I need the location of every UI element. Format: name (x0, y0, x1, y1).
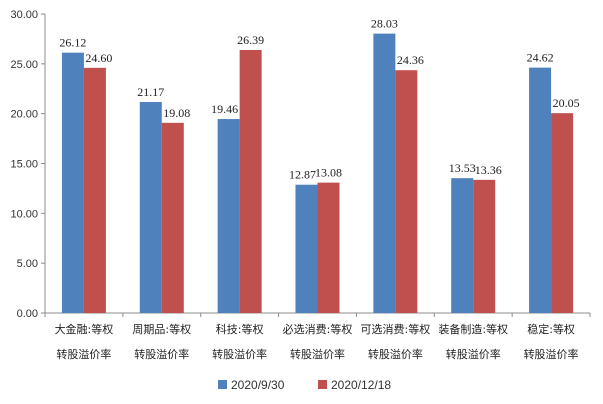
legend-swatch (318, 380, 327, 389)
bar-2020-12-18 (161, 122, 184, 313)
data-label: 28.03 (371, 17, 398, 31)
data-label: 19.46 (211, 102, 238, 116)
bar-2020-9-30 (295, 184, 318, 313)
axis-layer: 0.00 5.00 10.00 15.00 20.00 25.00 30.00 (10, 9, 591, 320)
category-label: 转股溢价率 (290, 347, 345, 361)
bars-layer (61, 33, 574, 314)
y-tick-label: 10.00 (10, 208, 38, 220)
category-label: 周期品:等权 (132, 322, 191, 336)
bar-2020-12-18 (239, 49, 262, 313)
category-label: 科技:等权 (216, 322, 264, 336)
data-label: 12.87 (289, 168, 316, 182)
data-label: 24.60 (85, 51, 112, 65)
y-tick-label: 25.00 (10, 59, 38, 71)
bar-2020-12-18 (83, 67, 106, 313)
y-tick-label: 30.00 (10, 9, 38, 21)
bar-2020-9-30 (529, 67, 552, 313)
bar-2020-12-18 (317, 182, 340, 313)
bar-2020-12-18 (473, 179, 496, 313)
data-label: 20.05 (553, 96, 580, 110)
labels-layer: 大金融:等权转股溢价率周期品:等权转股溢价率科技:等权转股溢价率必选消费:等权转… (55, 17, 580, 361)
data-label: 13.36 (475, 163, 502, 177)
bar-2020-9-30 (139, 102, 162, 313)
category-label: 转股溢价率 (56, 347, 111, 361)
data-label: 24.62 (527, 51, 554, 65)
bar-2020-12-18 (395, 70, 418, 313)
data-label: 24.36 (397, 53, 424, 67)
legend-label: 2020/12/18 (331, 378, 391, 392)
category-label: 转股溢价率 (446, 347, 501, 361)
bar-2020-12-18 (551, 113, 574, 313)
category-label: 转股溢价率 (212, 347, 267, 361)
y-tick-label: 15.00 (10, 159, 38, 171)
category-label: 稳定:等权 (527, 322, 575, 336)
category-label: 转股溢价率 (368, 347, 423, 361)
data-label: 13.08 (315, 166, 342, 180)
category-label: 大金融:等权 (55, 322, 114, 336)
data-label: 13.53 (449, 161, 476, 175)
category-label: 转股溢价率 (134, 347, 189, 361)
legend-label: 2020/9/30 (231, 378, 285, 392)
y-tick-label: 20.00 (10, 109, 38, 121)
category-label: 可选消费:等权 (360, 322, 430, 336)
legend-swatch (218, 380, 227, 389)
legend: 2020/9/30 2020/12/18 (218, 378, 391, 392)
data-label: 19.08 (163, 106, 190, 120)
y-tick-label: 0.00 (17, 308, 38, 320)
y-tick-label: 5.00 (17, 258, 38, 270)
data-label: 26.39 (237, 33, 264, 47)
category-label: 转股溢价率 (524, 347, 579, 361)
bar-2020-9-30 (61, 52, 84, 314)
bar-2020-9-30 (217, 119, 240, 313)
data-label: 26.12 (59, 36, 86, 50)
category-label: 装备制造:等权 (438, 322, 508, 336)
data-label: 21.17 (137, 85, 164, 99)
bar-2020-9-30 (451, 178, 474, 313)
category-label: 必选消费:等权 (283, 322, 353, 336)
bar-2020-9-30 (373, 33, 396, 313)
